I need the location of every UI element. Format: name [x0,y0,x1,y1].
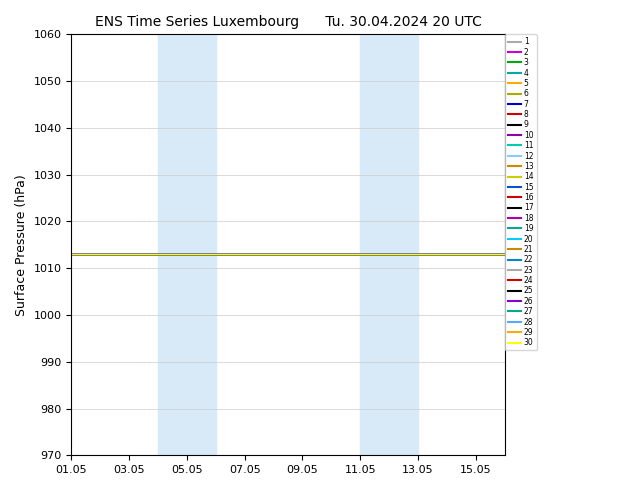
Y-axis label: Surface Pressure (hPa): Surface Pressure (hPa) [15,174,28,316]
Legend: 1, 2, 3, 4, 5, 6, 7, 8, 9, 10, 11, 12, 13, 14, 15, 16, 17, 18, 19, 20, 21, 22, 2: 1, 2, 3, 4, 5, 6, 7, 8, 9, 10, 11, 12, 1… [505,34,536,350]
Bar [158,34,216,455]
Title: ENS Time Series Luxembourg      Tu. 30.04.2024 20 UTC: ENS Time Series Luxembourg Tu. 30.04.202… [94,15,481,29]
Bar [360,34,418,455]
